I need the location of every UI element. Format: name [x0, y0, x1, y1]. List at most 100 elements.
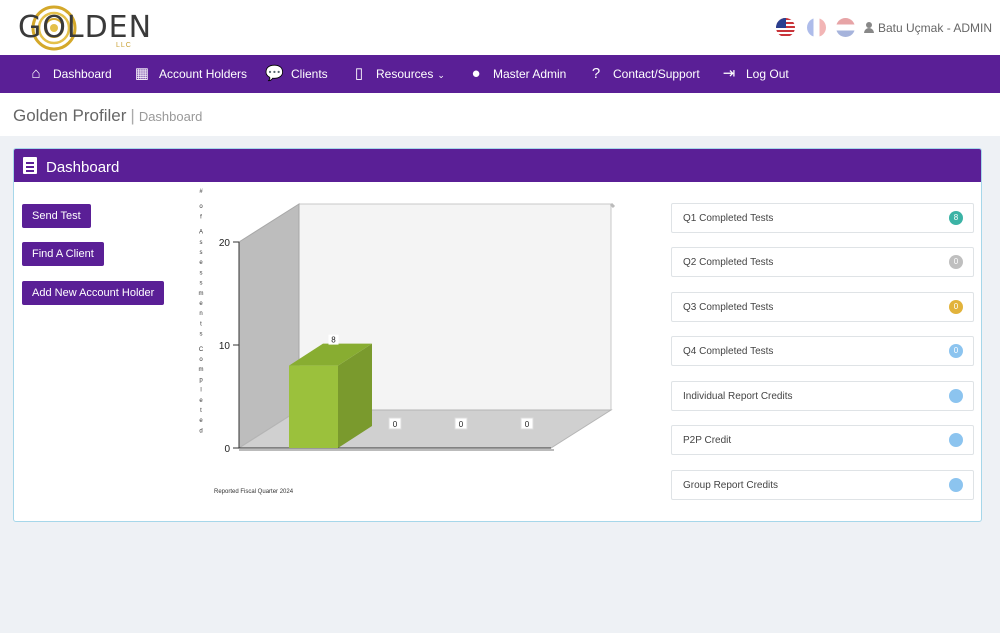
y-tick-label: 20 [219, 238, 231, 249]
stat-badge: 0 [949, 255, 963, 269]
nav-resources[interactable]: ▯ Resources ⌄ [350, 55, 445, 93]
user-circle-icon: ● [471, 65, 481, 82]
stat-q1-completed[interactable]: Q1 Completed Tests 8 [671, 203, 974, 233]
panel-title: Dashboard [46, 159, 120, 176]
question-icon: ? [591, 65, 601, 82]
y-axis-label-char: l [200, 388, 201, 394]
bar-data-label: 8 [331, 336, 336, 345]
y-axis-label-char: f [200, 214, 202, 220]
y-tick-label: 0 [224, 444, 230, 455]
us-flag-icon[interactable] [776, 18, 795, 37]
bar-data-label-bg [520, 417, 534, 430]
nav-dashboard[interactable]: ⌂ Dashboard [27, 55, 112, 93]
y-axis-label-char: e [199, 301, 203, 307]
breadcrumb-bar: Golden Profiler | Dashboard [0, 93, 1000, 136]
y-axis-label-char: s [200, 332, 203, 338]
document-icon [23, 157, 37, 174]
y-axis-label-char: d [199, 428, 202, 434]
stat-label: Individual Report Credits [683, 391, 793, 402]
y-axis-label-char: s [200, 281, 203, 287]
nav-log-out[interactable]: ⇥ Log Out [720, 55, 789, 93]
building-icon: ▦ [134, 65, 150, 82]
nav-label: Master Admin [493, 67, 567, 81]
chart-wall-edge [609, 202, 616, 209]
x-axis-label: Reported Fiscal Quarter 2024 [214, 489, 294, 495]
nl-flag-icon[interactable] [836, 18, 855, 37]
y-tick-label: 10 [219, 341, 231, 352]
y-axis-label-char: s [200, 270, 203, 276]
nav-clients[interactable]: 💬 Clients [265, 55, 328, 93]
bar-data-label-bg [388, 417, 402, 430]
y-axis-label-char: m [199, 291, 204, 297]
stat-badge [949, 433, 963, 447]
stat-label: Q3 Completed Tests [683, 302, 774, 313]
stat-label: Q4 Completed Tests [683, 346, 774, 357]
y-axis-label-char: # [199, 189, 203, 195]
fr-flag-icon[interactable] [807, 18, 826, 37]
user-label: Batu Uçmak - ADMIN [878, 21, 993, 35]
page-title: Golden Profiler [13, 106, 127, 125]
chevron-down-icon: ⌄ [437, 70, 445, 80]
stat-p2p-credit[interactable]: P2P Credit [671, 425, 974, 455]
dashboard-panel: Dashboard Send Test Find A Client Add Ne… [13, 148, 982, 522]
stat-badge: 8 [949, 211, 963, 225]
stat-q4-completed[interactable]: Q4 Completed Tests 0 [671, 336, 974, 366]
stat-badge [949, 478, 963, 492]
main-nav: ⌂ Dashboard ▦ Account Holders 💬 Clients ▯ Re… [0, 55, 1000, 93]
add-account-holder-button[interactable]: Add New Account Holder [22, 281, 165, 305]
home-icon: ⌂ [31, 65, 41, 82]
find-client-button[interactable]: Find A Client [22, 242, 104, 266]
y-axis-label-char: t [200, 408, 202, 414]
breadcrumb-current: Dashboard [138, 109, 203, 124]
y-axis-label-char: e [199, 418, 203, 424]
nav-account-holders[interactable]: ▦ Account Holders [133, 55, 247, 93]
spiral-logo-mark [31, 5, 77, 51]
bar-data-label: 0 [459, 420, 464, 429]
stat-individual-report-credits[interactable]: Individual Report Credits [671, 381, 974, 411]
bar-side [338, 343, 372, 448]
send-test-button[interactable]: Send Test [22, 204, 91, 228]
stat-label: Q1 Completed Tests [683, 213, 774, 224]
breadcrumb: Golden Profiler | Dashboard [13, 106, 202, 126]
document-icon: ▯ [354, 65, 364, 82]
y-axis-label-char: s [200, 240, 203, 246]
top-header: GOLDEN LLC Batu Uçmak - ADMIN [0, 0, 1000, 55]
stat-q3-completed[interactable]: Q3 Completed Tests 0 [671, 292, 974, 322]
y-axis-label-char: A [199, 230, 203, 236]
y-axis-label-char: e [199, 398, 203, 404]
nav-label: Dashboard [53, 67, 112, 81]
bar-data-label-bg [328, 334, 339, 345]
y-axis-label-char: p [199, 377, 203, 383]
stat-q2-completed[interactable]: Q2 Completed Tests 0 [671, 247, 974, 277]
stat-label: Q2 Completed Tests [683, 257, 774, 268]
golden-logo[interactable]: GOLDEN LLC [18, 4, 151, 52]
stat-badge: 0 [949, 344, 963, 358]
y-axis-label-char: t [200, 321, 202, 327]
nav-master-admin[interactable]: ● Master Admin [467, 55, 566, 93]
nav-contact-support[interactable]: ? Contact/Support [587, 55, 700, 93]
user-icon [864, 22, 874, 33]
stat-label: Group Report Credits [683, 480, 779, 491]
logo-suffix: LLC [116, 42, 132, 49]
breadcrumb-separator: | [130, 106, 135, 125]
bar-data-label: 0 [525, 420, 530, 429]
stat-badge [949, 389, 963, 403]
y-axis-label-char: s [200, 250, 203, 256]
y-axis-label-char: o [199, 357, 203, 363]
bar [289, 365, 338, 448]
panel-header: Dashboard [14, 149, 981, 182]
y-axis-label-char: n [199, 311, 202, 317]
nav-label: Clients [291, 67, 328, 81]
nav-label: Contact/Support [613, 67, 700, 81]
nav-label: Log Out [746, 67, 789, 81]
bar-data-label-bg [454, 417, 468, 430]
y-axis-label-char: C [199, 347, 204, 353]
stat-label: P2P Credit [683, 435, 732, 446]
user-menu[interactable]: Batu Uçmak - ADMIN [864, 21, 992, 35]
bar-data-label: 0 [393, 420, 398, 429]
stat-group-report-credits[interactable]: Group Report Credits [671, 470, 974, 500]
logo-text: GOLDEN [18, 10, 153, 45]
y-axis-label-char: o [199, 204, 203, 210]
nav-label: Resources [376, 67, 434, 81]
